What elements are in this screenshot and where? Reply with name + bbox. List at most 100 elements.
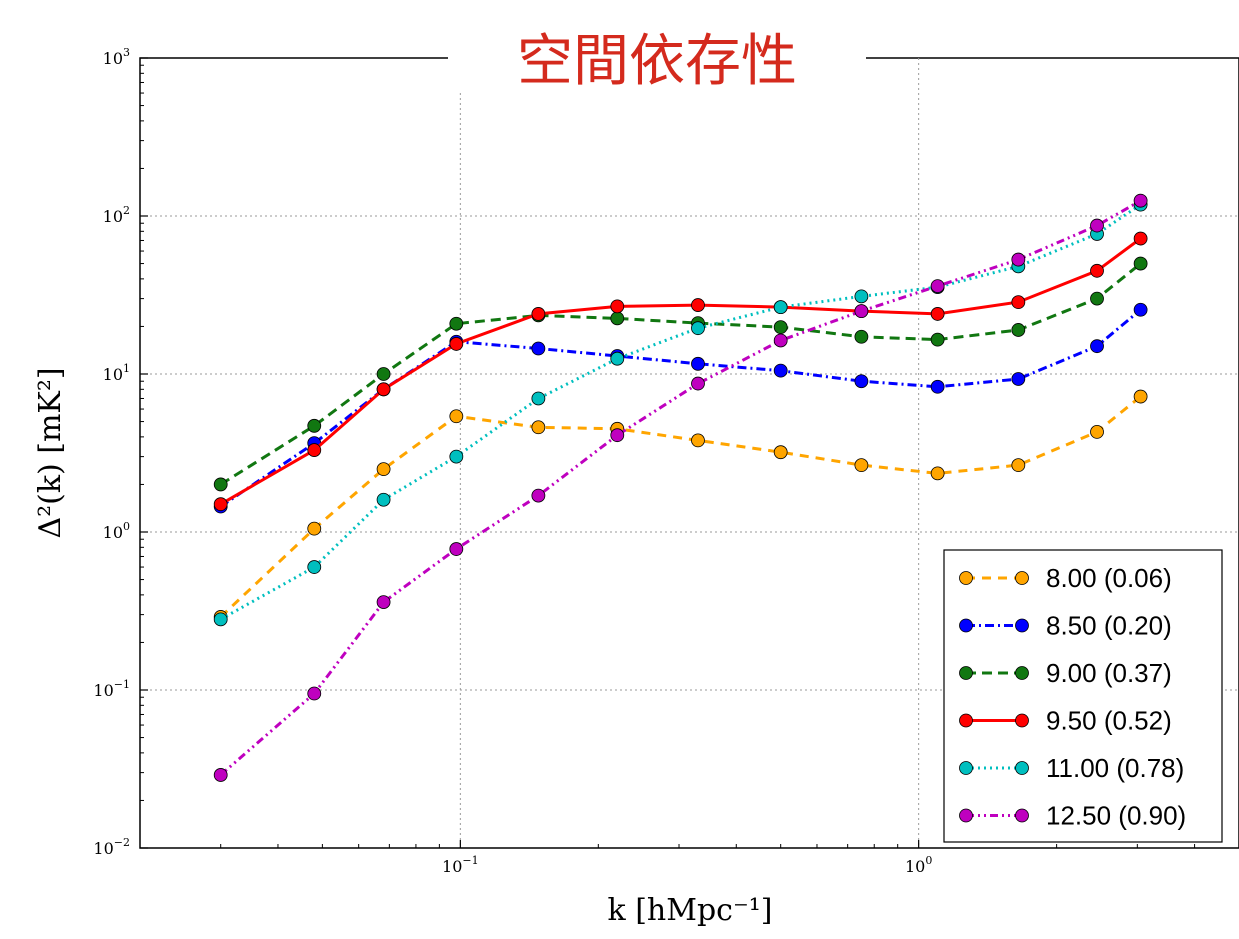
data-point — [1133, 193, 1148, 208]
legend-label: 8.00 (0.06) — [1046, 563, 1172, 593]
data-point — [930, 279, 945, 294]
data-point — [376, 382, 391, 397]
data-point — [610, 311, 625, 326]
legend-label: 8.50 (0.20) — [1046, 611, 1172, 641]
data-point — [531, 488, 546, 503]
data-point — [1090, 218, 1104, 233]
series-0 — [213, 389, 1148, 624]
data-point — [213, 497, 228, 512]
data-point — [773, 320, 788, 335]
legend-label: 11.00 (0.78) — [1046, 753, 1184, 783]
data-point — [691, 433, 705, 448]
data-point — [307, 418, 322, 433]
data-point — [854, 289, 869, 304]
data-point — [854, 374, 869, 389]
data-point — [1011, 372, 1026, 386]
legend-marker — [1015, 571, 1029, 585]
data-point — [376, 367, 391, 381]
data-point — [1090, 263, 1104, 278]
data-point — [213, 477, 228, 492]
y-axis-label: Δ²(k) [mK²] — [33, 367, 68, 538]
data-point — [449, 409, 464, 424]
x-tick-label: 100 — [905, 854, 932, 876]
data-point — [1133, 231, 1148, 246]
data-point — [691, 321, 705, 336]
data-point — [854, 304, 869, 319]
data-point — [691, 376, 705, 391]
data-point — [1090, 339, 1104, 354]
data-point — [1011, 252, 1026, 267]
data-point — [930, 379, 945, 394]
legend-marker — [959, 713, 973, 728]
series-layer — [213, 193, 1148, 782]
data-point — [773, 300, 788, 315]
data-point — [1090, 291, 1104, 306]
data-point — [930, 332, 945, 347]
series-line — [219, 237, 1142, 506]
legend-marker — [959, 618, 973, 633]
y-tick-label: 103 — [103, 46, 130, 68]
data-point — [531, 341, 546, 356]
x-axis-label: k [hMpc⁻¹] — [607, 893, 772, 928]
data-point — [1133, 256, 1148, 271]
data-point — [610, 351, 625, 366]
series-1 — [213, 302, 1148, 514]
y-tick-label: 102 — [103, 204, 130, 226]
data-point — [213, 768, 228, 782]
legend-label: 9.00 (0.37) — [1046, 658, 1172, 688]
data-point — [691, 356, 705, 371]
data-point — [376, 595, 391, 610]
data-point — [531, 307, 546, 321]
data-point — [449, 449, 464, 464]
data-point — [773, 363, 788, 378]
data-point — [930, 466, 945, 481]
data-point — [691, 298, 705, 312]
legend-marker — [959, 808, 973, 823]
axis-ticks: 10−2 10−1 100 101 102 103 10−1 100 — [93, 46, 1196, 876]
legend-marker — [959, 666, 973, 680]
data-point — [1011, 295, 1026, 310]
data-point — [610, 428, 625, 443]
data-point — [930, 307, 945, 321]
legend-marker — [1015, 761, 1029, 775]
data-point — [531, 391, 546, 406]
legend-marker — [959, 571, 973, 585]
legend-label: 12.50 (0.90) — [1046, 801, 1186, 831]
y-tick-label: 10−1 — [93, 678, 130, 700]
legend: 8.00 (0.06) 8.50 (0.20) 9.00 (0.37) 9.50 (0… — [943, 549, 1223, 843]
data-point — [1133, 389, 1148, 404]
data-point — [307, 686, 322, 701]
legend-marker — [1015, 618, 1029, 633]
legend-marker — [959, 761, 973, 775]
data-point — [773, 333, 788, 348]
legend-marker — [1015, 808, 1029, 823]
data-point — [376, 492, 391, 507]
data-point — [1011, 323, 1026, 337]
data-point — [307, 560, 322, 574]
title-background — [448, 18, 866, 90]
data-point — [449, 316, 464, 331]
data-point — [854, 329, 869, 344]
y-tick-label: 10−2 — [93, 836, 130, 858]
data-point — [376, 462, 391, 477]
data-point — [213, 612, 228, 627]
data-point — [307, 521, 322, 536]
data-point — [449, 337, 464, 351]
legend-box — [943, 549, 1223, 843]
data-point — [1133, 302, 1148, 317]
x-tick-label: 10−1 — [442, 854, 479, 876]
chart-title: 空間依存性 — [517, 29, 797, 94]
data-point — [773, 445, 788, 460]
data-point — [1011, 458, 1026, 473]
series-5 — [213, 193, 1148, 782]
data-point — [531, 420, 546, 435]
data-point — [307, 443, 322, 457]
y-tick-label: 101 — [103, 362, 130, 384]
legend-marker — [1015, 713, 1029, 728]
data-point — [449, 542, 464, 556]
legend-label: 9.50 (0.52) — [1046, 706, 1172, 736]
series-3 — [213, 231, 1148, 512]
data-point — [854, 458, 869, 473]
legend-marker — [1015, 666, 1029, 680]
